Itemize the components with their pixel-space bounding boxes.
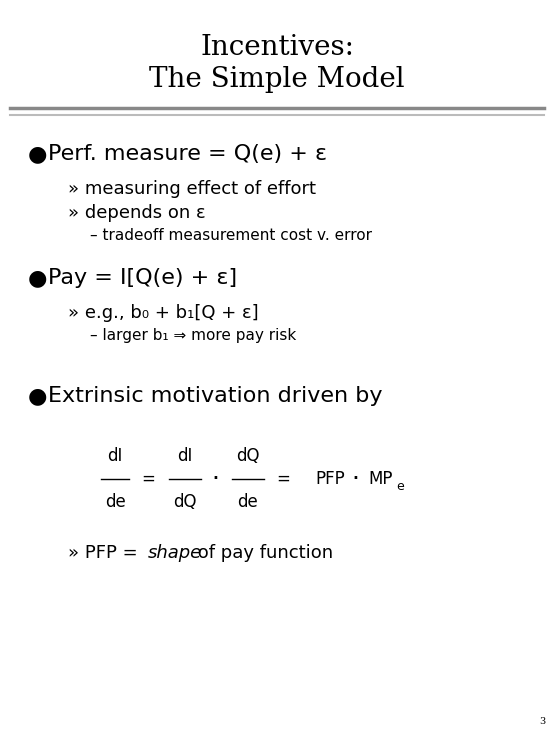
Text: ·: · [351, 467, 359, 491]
Text: The Simple Model: The Simple Model [149, 66, 405, 93]
Text: ●: ● [28, 386, 48, 406]
Text: of pay function: of pay function [192, 544, 333, 562]
Text: 3: 3 [540, 717, 546, 726]
Text: ·: · [211, 467, 219, 491]
Text: » PFP =: » PFP = [68, 544, 143, 562]
Text: =: = [276, 470, 290, 488]
Text: – tradeoff measurement cost v. error: – tradeoff measurement cost v. error [90, 228, 372, 243]
Text: » e.g., b₀ + b₁[Q + ε]: » e.g., b₀ + b₁[Q + ε] [68, 304, 259, 322]
Text: dI: dI [177, 447, 193, 465]
Text: Pay = I[Q(e) + ε]: Pay = I[Q(e) + ε] [48, 268, 237, 288]
Text: ●: ● [28, 144, 48, 164]
Text: » measuring effect of effort: » measuring effect of effort [68, 180, 316, 198]
Text: » depends on ε: » depends on ε [68, 204, 206, 222]
Text: Extrinsic motivation driven by: Extrinsic motivation driven by [48, 386, 382, 406]
Text: shape: shape [148, 544, 202, 562]
Text: de: de [105, 493, 125, 511]
Text: =: = [141, 470, 155, 488]
Text: de: de [238, 493, 258, 511]
Text: MP: MP [368, 470, 392, 488]
Text: PFP: PFP [315, 470, 345, 488]
Text: e: e [396, 479, 404, 493]
Text: – larger b₁ ⇒ more pay risk: – larger b₁ ⇒ more pay risk [90, 328, 296, 343]
Text: ●: ● [28, 268, 48, 288]
Text: dQ: dQ [236, 447, 260, 465]
Text: Incentives:: Incentives: [200, 34, 354, 61]
Text: Perf. measure = Q(e) + ε: Perf. measure = Q(e) + ε [48, 144, 327, 164]
Text: dI: dI [107, 447, 122, 465]
Text: dQ: dQ [173, 493, 197, 511]
